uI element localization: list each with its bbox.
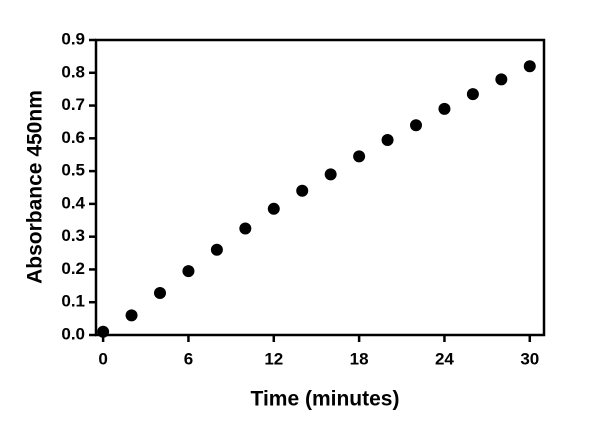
- y-tick-label: 0.8: [61, 62, 85, 81]
- data-point: [125, 309, 138, 322]
- y-tick-label: 0.2: [61, 259, 85, 278]
- data-point: [438, 102, 451, 115]
- y-tick-label: 0.5: [61, 161, 85, 180]
- data-point: [410, 119, 422, 132]
- x-tick-label: 0: [98, 349, 107, 368]
- x-tick-label: 30: [520, 349, 539, 368]
- x-tick-label: 6: [184, 349, 193, 368]
- data-point: [495, 73, 508, 86]
- data-point: [353, 150, 366, 163]
- data-point: [324, 168, 337, 181]
- data-point: [267, 202, 280, 215]
- data-point: [296, 184, 309, 197]
- y-tick-label: 0.1: [61, 292, 85, 311]
- y-tick-label: 0.0: [61, 324, 85, 343]
- x-axis-title: Time (minutes): [251, 388, 400, 411]
- y-tick-label: 0.6: [61, 128, 85, 147]
- data-point: [97, 325, 110, 338]
- data-point: [182, 265, 195, 278]
- data-point: [210, 243, 223, 256]
- x-tick-label: 12: [264, 349, 283, 368]
- x-tick-label: 18: [350, 349, 369, 368]
- x-tick-label: 24: [435, 349, 454, 368]
- data-point: [523, 60, 536, 73]
- data-point: [239, 222, 252, 235]
- y-tick-label: 0.3: [61, 226, 85, 245]
- y-axis-title: Absorbance 450nm: [24, 90, 47, 284]
- data-point: [381, 133, 394, 146]
- y-tick-label: 0.4: [61, 193, 85, 212]
- data-point: [154, 287, 166, 300]
- plot-frame: [94, 38, 546, 337]
- y-tick-label: 0.7: [61, 95, 85, 114]
- y-tick-label: 0.9: [61, 29, 85, 48]
- data-point: [466, 88, 479, 101]
